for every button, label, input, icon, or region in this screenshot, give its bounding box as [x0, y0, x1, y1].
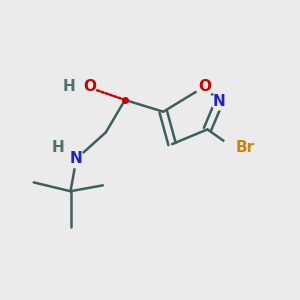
Text: O: O — [84, 79, 97, 94]
Text: Br: Br — [236, 140, 254, 154]
Text: H: H — [62, 79, 75, 94]
Text: N: N — [213, 94, 226, 109]
Text: N: N — [70, 151, 83, 166]
Text: O: O — [198, 79, 211, 94]
Text: H: H — [52, 140, 64, 154]
